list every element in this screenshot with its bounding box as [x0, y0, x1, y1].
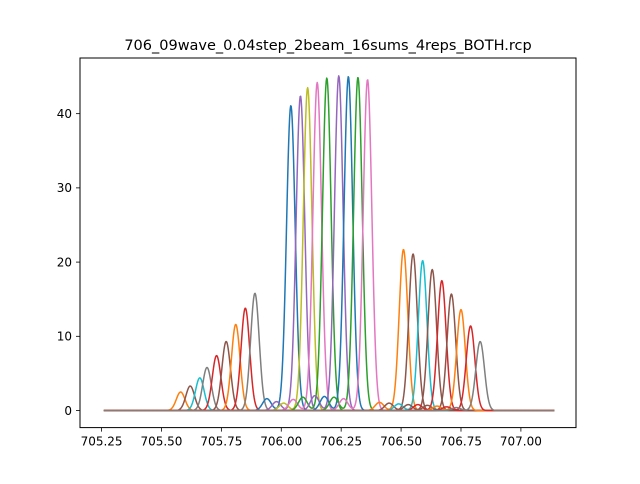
y-tick-label: 30 — [57, 181, 72, 195]
y-tick-label: 20 — [57, 255, 72, 269]
x-tick-label: 706.75 — [440, 435, 482, 449]
x-axis: 705.25 705.50 705.75 706.00 706.25 706.50 706.… — [81, 427, 542, 449]
x-tick-label: 705.50 — [140, 435, 182, 449]
chart-title: 706_09wave_0.04step_2beam_16sums_4reps_B… — [124, 38, 531, 54]
x-tick-label: 707.00 — [500, 435, 542, 449]
series-layer — [103, 75, 555, 412]
y-tick-label: 10 — [57, 330, 72, 344]
x-tick-label: 706.50 — [380, 435, 422, 449]
x-tick-label: 705.75 — [200, 435, 242, 449]
plot-frame — [79, 57, 577, 429]
y-tick-label: 0 — [64, 404, 72, 418]
x-tick-label: 705.25 — [81, 435, 123, 449]
series-line-27 — [103, 340, 555, 412]
x-tick-label: 706.00 — [260, 435, 302, 449]
y-tick-label: 40 — [57, 107, 72, 121]
y-axis: 0 10 20 30 40 — [57, 107, 80, 418]
x-tick-label: 706.25 — [320, 435, 362, 449]
